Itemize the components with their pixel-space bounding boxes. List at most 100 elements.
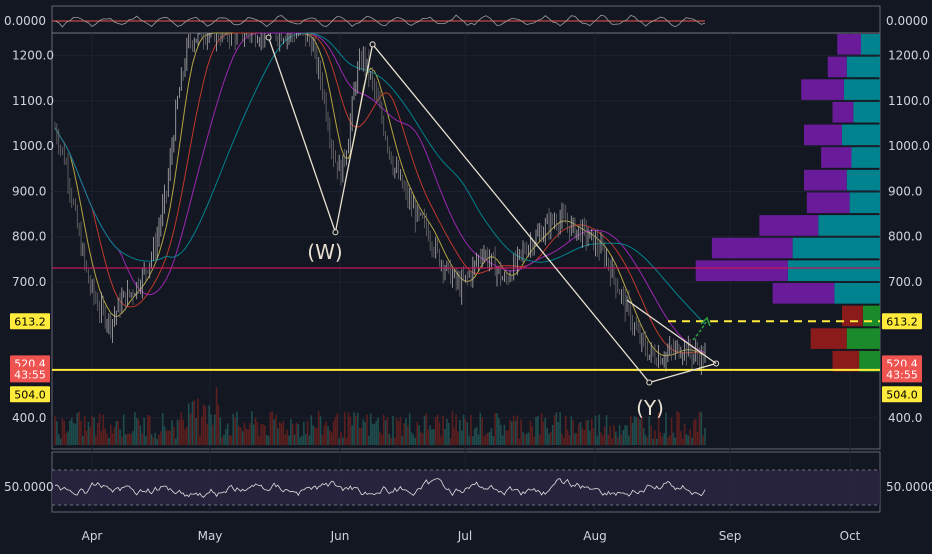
- volume-profile-up: [787, 260, 880, 282]
- y-tick-label-right: 900.0: [888, 184, 922, 198]
- pattern-point: [646, 379, 653, 386]
- volume-bar: [154, 432, 157, 445]
- volume-bar: [176, 419, 179, 445]
- volume-bar: [459, 420, 461, 445]
- volume-bar: [115, 421, 118, 445]
- volume-bar: [82, 435, 84, 445]
- volume-bar: [668, 435, 671, 445]
- volume-bar: [460, 430, 463, 445]
- volume-bar: [494, 412, 496, 445]
- volume-bar: [516, 415, 519, 445]
- horizontal-levels[interactable]: [52, 267, 880, 371]
- volume-bar: [405, 418, 407, 445]
- volume-bar: [167, 430, 170, 445]
- volume-profile-up: [846, 56, 880, 78]
- volume-bar: [375, 420, 378, 445]
- volume-bar: [665, 412, 667, 445]
- volume-bar: [397, 421, 400, 445]
- volume-bar: [522, 431, 524, 445]
- volume-bar: [392, 415, 394, 445]
- volume-bar: [628, 435, 630, 445]
- volume-bar: [206, 423, 209, 445]
- volume-bar: [349, 416, 352, 445]
- volume-bar: [275, 414, 277, 445]
- volume-bar: [199, 435, 201, 445]
- volume-bar: [663, 433, 665, 445]
- volume-bar: [631, 422, 634, 445]
- volume-bar: [288, 435, 290, 445]
- moving-average-line: [54, 32, 706, 357]
- volume-bar: [553, 415, 556, 445]
- volume-bar: [148, 415, 151, 445]
- price-label-bg-left: [10, 313, 50, 330]
- volume-bar: [620, 434, 623, 445]
- volume-bar: [343, 411, 346, 445]
- y-tick-label-right: 1100.0: [888, 94, 930, 108]
- volume-bar: [382, 414, 385, 445]
- volume-bar: [310, 415, 313, 445]
- volume-bar: [126, 433, 129, 445]
- y-tick-label-left: 800.0: [12, 230, 46, 244]
- volume-bar: [254, 417, 257, 445]
- volume-bar: [360, 427, 363, 445]
- volume-bar: [182, 419, 184, 445]
- volume-bar: [442, 415, 444, 445]
- volume-bar: [247, 429, 249, 445]
- rsi-left-value: 50.0000: [4, 480, 54, 494]
- volume-bar: [412, 434, 415, 445]
- volume-bar: [178, 420, 181, 445]
- volume-bar: [80, 420, 82, 445]
- volume-bar: [525, 433, 528, 445]
- volume-bar: [395, 417, 398, 445]
- volume-profile-down: [711, 237, 793, 259]
- top-left-value: 0.0000: [4, 14, 46, 28]
- volume-bar: [457, 431, 459, 445]
- volume-bar: [518, 438, 521, 445]
- volume-bar: [483, 436, 485, 445]
- volume-bar: [472, 435, 474, 445]
- volume-bar: [87, 421, 90, 445]
- volume-bar: [520, 419, 522, 445]
- volume-bar: [488, 432, 491, 445]
- volume-profile-down: [842, 305, 863, 327]
- volume-bar: [602, 435, 604, 445]
- volume-profile-down: [804, 169, 847, 191]
- volume-bar: [325, 421, 327, 445]
- volume-bar: [67, 431, 69, 445]
- volume-bar: [219, 417, 222, 445]
- volume-bar: [607, 434, 610, 445]
- volume-bar: [542, 421, 545, 445]
- volume-bar: [466, 422, 469, 445]
- volume-bar: [208, 405, 210, 445]
- volume-bar: [429, 425, 431, 445]
- volume-profile-down: [695, 260, 788, 282]
- volume-bar: [420, 431, 422, 445]
- y-tick-label-right: 1000.0: [888, 139, 930, 153]
- volume-bar: [676, 411, 678, 445]
- volume-bar: [336, 413, 339, 445]
- volume-bar: [135, 418, 138, 445]
- volume-bar: [76, 412, 79, 445]
- volume-bar: [529, 420, 532, 445]
- volume-bar: [438, 422, 441, 445]
- price-label-bg-right: [882, 386, 922, 403]
- volume-bar: [641, 417, 643, 445]
- volume-bar: [91, 415, 93, 445]
- volume-bar: [282, 420, 285, 445]
- volume-bar: [609, 425, 612, 445]
- volume-bar: [473, 428, 476, 445]
- volume-bar: [449, 438, 452, 445]
- volume-bar: [681, 438, 684, 445]
- volume-profile-down: [837, 34, 861, 55]
- volume-bar: [416, 421, 418, 445]
- volume-bar: [291, 423, 294, 445]
- volume-profile-down: [810, 328, 847, 349]
- volume-bar: [134, 412, 136, 445]
- volume-bar: [464, 418, 467, 445]
- volume-bar: [286, 429, 288, 445]
- oscillator-line: [54, 14, 706, 28]
- volume-bar: [511, 421, 513, 445]
- wave-patterns[interactable]: (W) (Y): [265, 34, 720, 420]
